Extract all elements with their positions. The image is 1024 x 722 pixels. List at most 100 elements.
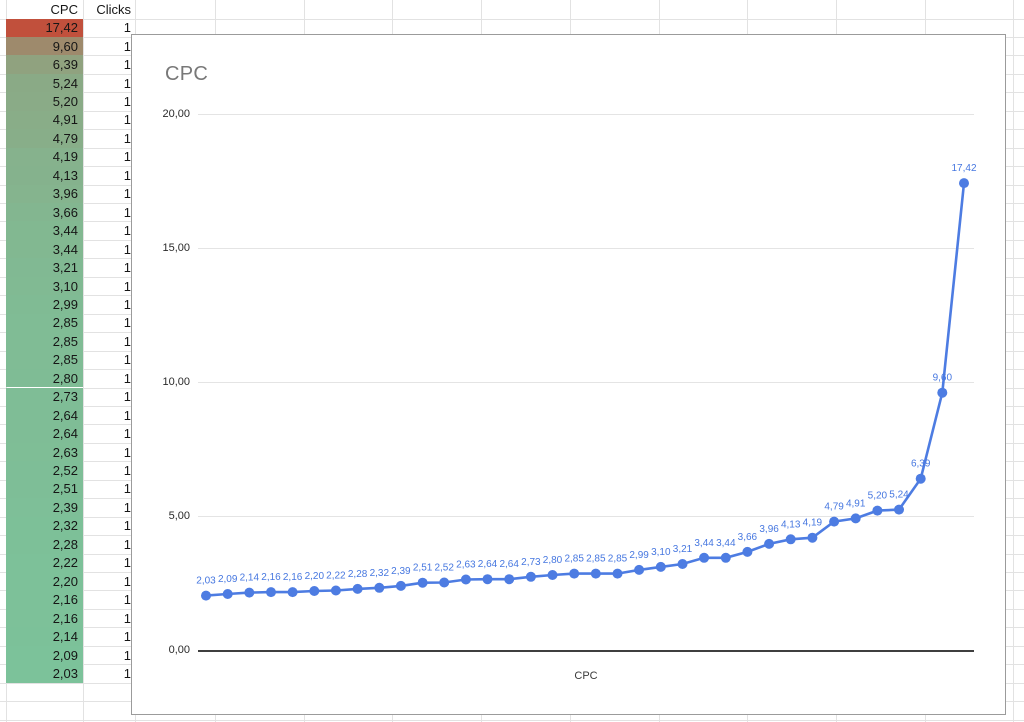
clicks-cell[interactable]: 1 (123, 75, 131, 91)
data-point[interactable] (482, 574, 493, 585)
clicks-cell[interactable]: 1 (123, 555, 131, 571)
cpc-cell[interactable]: 5,20 (6, 92, 83, 111)
cpc-cell[interactable]: 3,21 (6, 258, 83, 277)
data-point[interactable] (850, 513, 861, 524)
cpc-cell[interactable]: 2,28 (6, 535, 83, 554)
cpc-cell[interactable]: 5,24 (6, 73, 83, 93)
cpc-cell[interactable]: 2,52 (6, 461, 83, 480)
clicks-cell[interactable]: 1 (123, 518, 131, 534)
cpc-cell[interactable]: 3,10 (6, 276, 83, 296)
data-point[interactable] (330, 585, 341, 596)
clicks-cell[interactable]: 1 (123, 204, 131, 220)
data-point[interactable] (764, 538, 775, 549)
clicks-cell[interactable]: 1 (123, 315, 131, 331)
data-point[interactable] (547, 570, 558, 580)
cpc-cell[interactable]: 2,85 (6, 332, 83, 351)
cpc-cell[interactable]: 3,44 (6, 221, 83, 240)
data-point[interactable] (309, 586, 320, 596)
data-point[interactable] (504, 574, 515, 585)
clicks-cell[interactable]: 1 (123, 94, 131, 110)
cpc-cell[interactable]: 2,20 (6, 572, 83, 591)
clicks-cell[interactable]: 1 (123, 333, 131, 349)
data-point[interactable] (612, 568, 623, 579)
clicks-cell[interactable]: 1 (123, 499, 131, 515)
clicks-cell[interactable]: 1 (123, 536, 131, 552)
cpc-cell[interactable]: 2,22 (6, 553, 83, 572)
data-point[interactable] (655, 561, 666, 572)
clicks-cell[interactable]: 1 (123, 241, 131, 257)
data-point[interactable] (959, 178, 969, 189)
data-point[interactable] (894, 504, 904, 515)
clicks-cell[interactable]: 1 (123, 352, 131, 368)
cpc-cell[interactable]: 2,63 (6, 442, 83, 462)
cpc-cell[interactable]: 2,03 (6, 664, 83, 683)
col-header-cpc[interactable]: CPC (50, 1, 78, 17)
data-point[interactable] (720, 552, 731, 563)
data-point[interactable] (699, 552, 710, 563)
data-point[interactable] (266, 587, 276, 598)
data-point[interactable] (742, 546, 753, 557)
data-point[interactable] (872, 505, 883, 516)
data-point[interactable] (417, 577, 428, 588)
data-point[interactable] (201, 590, 211, 601)
cpc-cell[interactable]: 2,16 (6, 608, 83, 628)
data-point[interactable] (244, 587, 255, 598)
data-point[interactable] (785, 534, 796, 545)
col-header-clicks[interactable]: Clicks (96, 1, 131, 17)
clicks-cell[interactable]: 1 (123, 57, 131, 73)
data-point[interactable] (634, 564, 645, 575)
clicks-cell[interactable]: 1 (123, 112, 131, 128)
clicks-cell[interactable]: 1 (123, 592, 131, 608)
data-point[interactable] (460, 574, 471, 585)
data-point[interactable] (352, 583, 363, 594)
clicks-cell[interactable]: 1 (123, 223, 131, 239)
clicks-cell[interactable]: 1 (123, 665, 131, 681)
cpc-cell[interactable]: 3,66 (6, 203, 83, 222)
cpc-cell[interactable]: 3,96 (6, 184, 83, 203)
cpc-cell[interactable]: 4,79 (6, 129, 83, 148)
clicks-cell[interactable]: 1 (123, 481, 131, 497)
clicks-cell[interactable]: 1 (123, 278, 131, 294)
data-point[interactable] (525, 571, 536, 582)
data-point[interactable] (937, 387, 948, 398)
cpc-chart[interactable]: CPC 20,00 15,00 10,00 5,00 0,00 2,03 2,09 2,14 2… (131, 34, 1006, 715)
clicks-cell[interactable]: 1 (123, 610, 131, 626)
clicks-cell[interactable]: 1 (123, 20, 131, 36)
cpc-cell[interactable]: 4,13 (6, 166, 83, 185)
clicks-cell[interactable]: 1 (123, 463, 131, 479)
cpc-cell[interactable]: 4,19 (6, 147, 83, 167)
cpc-cell[interactable]: 2,73 (6, 387, 83, 406)
cpc-cell[interactable]: 17,42 (6, 18, 83, 37)
clicks-cell[interactable]: 1 (123, 444, 131, 460)
data-point[interactable] (915, 473, 926, 484)
data-point[interactable] (439, 577, 450, 588)
cpc-cell[interactable]: 2,85 (6, 313, 83, 333)
cpc-cell[interactable]: 9,60 (6, 36, 83, 56)
cpc-cell[interactable]: 2,80 (6, 369, 83, 388)
data-point[interactable] (677, 559, 688, 569)
data-point[interactable] (807, 532, 818, 543)
clicks-cell[interactable]: 1 (123, 647, 131, 663)
cpc-cell[interactable]: 4,91 (6, 110, 83, 130)
cpc-cell[interactable]: 6,39 (6, 55, 83, 74)
data-point[interactable] (590, 568, 601, 579)
data-point[interactable] (374, 582, 385, 593)
data-point[interactable] (569, 568, 580, 579)
cpc-cell[interactable]: 3,44 (6, 239, 83, 259)
clicks-cell[interactable]: 1 (123, 296, 131, 312)
cpc-cell[interactable]: 2,99 (6, 295, 83, 314)
data-point[interactable] (829, 516, 840, 527)
clicks-cell[interactable]: 1 (123, 260, 131, 276)
clicks-cell[interactable]: 1 (123, 186, 131, 202)
clicks-cell[interactable]: 1 (123, 149, 131, 165)
cpc-cell[interactable]: 2,85 (6, 350, 83, 370)
data-point[interactable] (222, 589, 233, 599)
clicks-cell[interactable]: 1 (123, 38, 131, 54)
cpc-cell[interactable]: 2,64 (6, 405, 83, 425)
cpc-cell[interactable]: 2,64 (6, 424, 83, 443)
data-point[interactable] (395, 580, 406, 591)
cpc-cell[interactable]: 2,16 (6, 590, 83, 609)
cpc-cell[interactable]: 2,14 (6, 627, 83, 646)
clicks-cell[interactable]: 1 (123, 573, 131, 589)
cpc-cell[interactable]: 2,32 (6, 516, 83, 536)
